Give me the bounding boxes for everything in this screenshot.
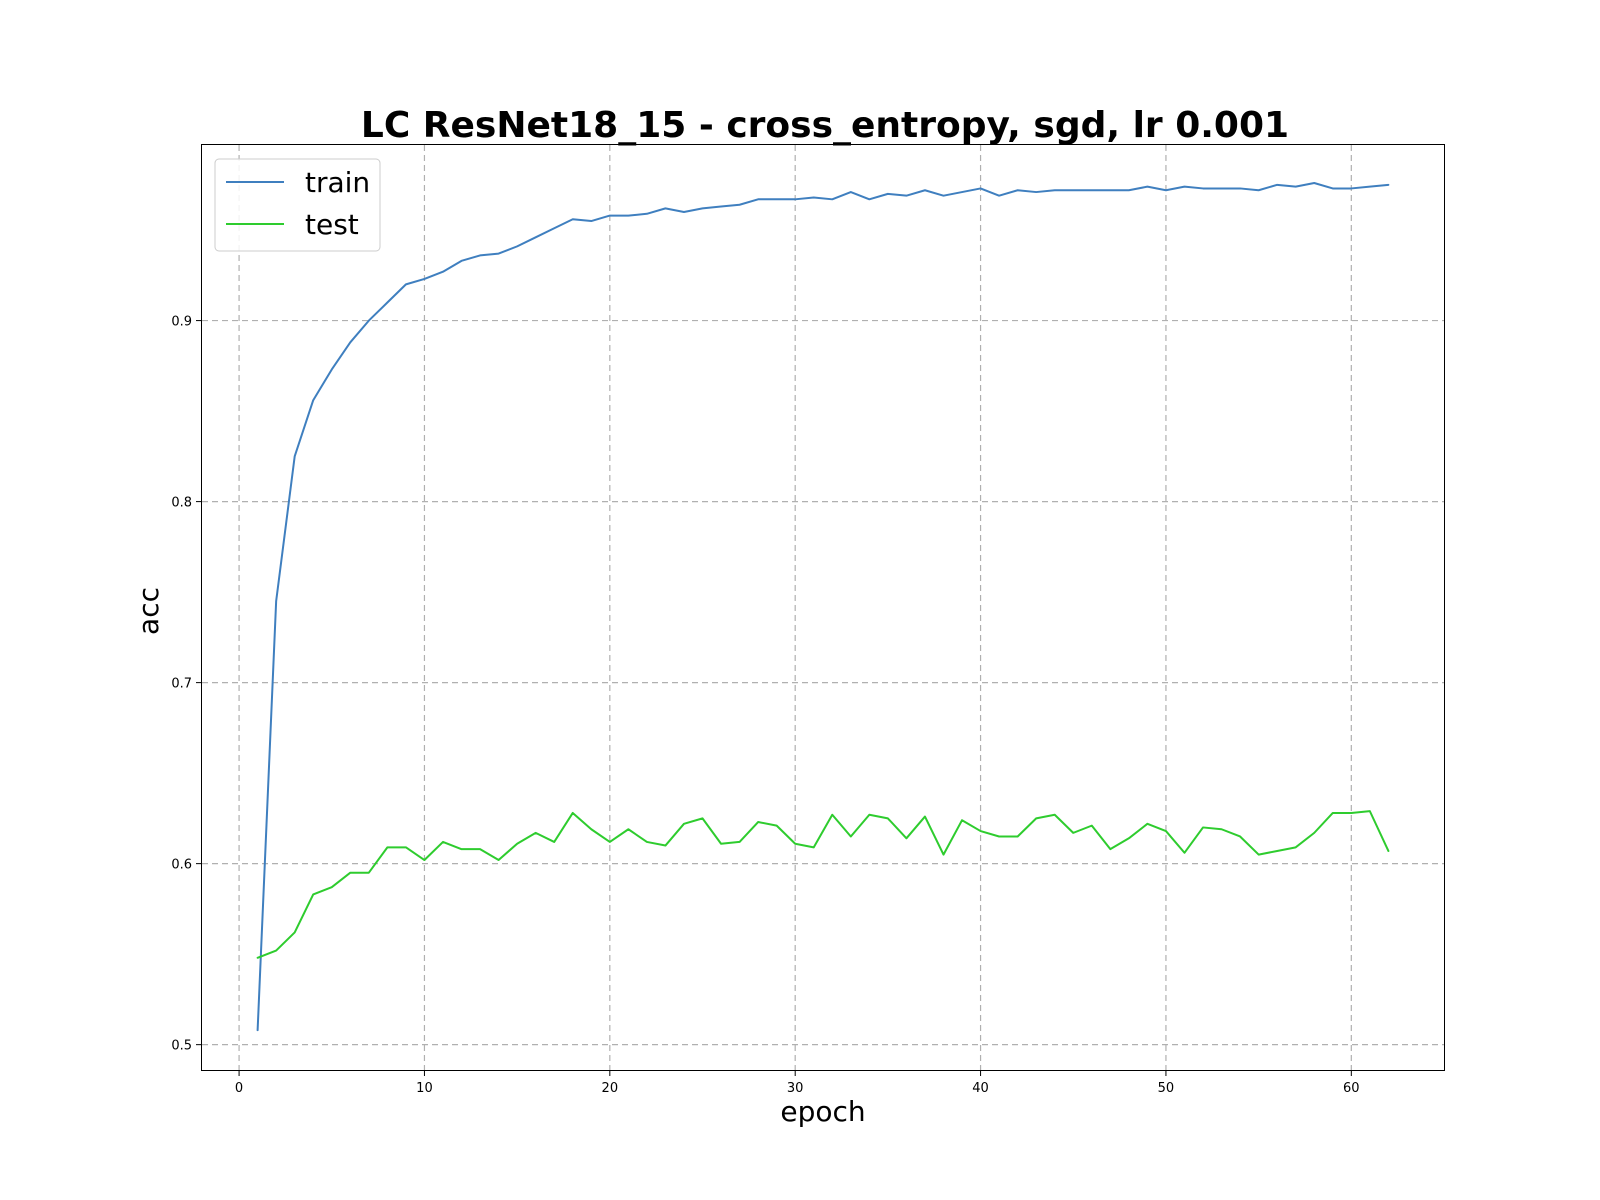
y-axis-label: acc bbox=[132, 587, 165, 635]
legend-train-label: train bbox=[305, 166, 370, 199]
x-tick-label: 10 bbox=[416, 1081, 433, 1096]
series-line-test bbox=[256, 810, 1390, 959]
x-tick-label: 0 bbox=[235, 1081, 243, 1096]
legend: train test bbox=[214, 158, 381, 252]
y-tick-label: 0.8 bbox=[171, 496, 192, 511]
series-lines bbox=[256, 182, 1390, 1032]
x-axis-label: epoch bbox=[780, 1095, 865, 1128]
y-tick-label: 0.9 bbox=[171, 315, 192, 330]
x-tick-label: 40 bbox=[972, 1081, 989, 1096]
y-tick-label: 0.6 bbox=[171, 858, 192, 873]
y-tick-label: 0.7 bbox=[171, 677, 192, 692]
axis-ticks: 0 10 20 30 40 50 60 0.5 0.6 0.7 0.8 0.9 bbox=[171, 315, 1359, 1096]
x-tick-label: 60 bbox=[1343, 1081, 1360, 1096]
grid bbox=[202, 145, 1444, 1070]
plot-frame bbox=[201, 144, 1445, 1071]
x-tick-label: 50 bbox=[1158, 1081, 1175, 1096]
series-line-train bbox=[256, 182, 1390, 1032]
y-tick-label: 0.5 bbox=[171, 1039, 192, 1054]
x-tick-label: 20 bbox=[602, 1081, 619, 1096]
x-tick-label: 30 bbox=[787, 1081, 804, 1096]
legend-test-label: test bbox=[305, 208, 359, 241]
chart-title: LC ResNet18_15 - cross_entropy, sgd, lr … bbox=[361, 105, 1289, 146]
